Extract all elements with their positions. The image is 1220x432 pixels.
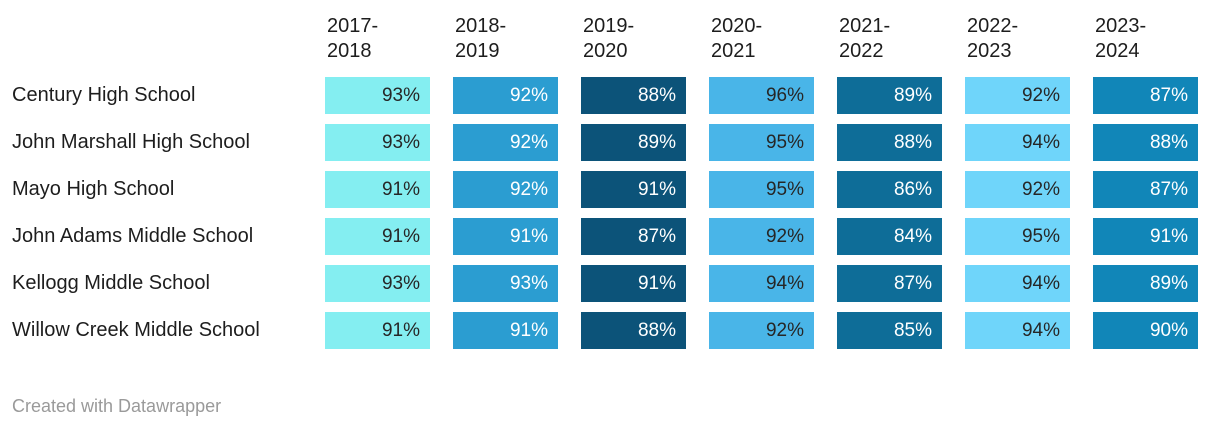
column-header: 2023- 2024 [1095, 15, 1147, 62]
heatmap-cell: 94% [965, 124, 1070, 161]
column-header: 2022- 2023 [967, 15, 1019, 62]
column-header: 2020- 2021 [711, 15, 763, 62]
heatmap-cell: 89% [837, 77, 942, 114]
heatmap-cell: 91% [453, 218, 558, 255]
column-header: 2018- 2019 [455, 15, 507, 62]
heatmap-cell: 91% [581, 171, 686, 208]
column-header: 2017- 2018 [327, 15, 379, 62]
heatmap-cell: 91% [325, 312, 430, 349]
heatmap-cell: 84% [837, 218, 942, 255]
heatmap-cell: 87% [1093, 171, 1198, 208]
heatmap-cell: 88% [1093, 124, 1198, 161]
heatmap-cell: 92% [709, 218, 814, 255]
heatmap-cell: 94% [709, 265, 814, 302]
row-label: John Marshall High School [12, 131, 250, 153]
heatmap-cell: 92% [453, 77, 558, 114]
heatmap-cell: 92% [709, 312, 814, 349]
heatmap-cell: 91% [325, 171, 430, 208]
heatmap-cell: 93% [325, 265, 430, 302]
column-header: 2019- 2020 [583, 15, 635, 62]
heatmap-cell: 91% [453, 312, 558, 349]
heatmap-cell: 92% [453, 171, 558, 208]
heatmap-cell: 91% [581, 265, 686, 302]
heatmap-cell: 94% [965, 265, 1070, 302]
heatmap-cell: 95% [965, 218, 1070, 255]
heatmap-cell: 87% [1093, 77, 1198, 114]
datawrapper-credit-link[interactable]: Created with Datawrapper [12, 396, 222, 416]
heatmap-cell: 95% [709, 124, 814, 161]
heatmap-cell: 93% [325, 124, 430, 161]
heatmap-cell: 90% [1093, 312, 1198, 349]
heatmap-cell: 94% [965, 312, 1070, 349]
heatmap-cell: 91% [1093, 218, 1198, 255]
heatmap-cell: 86% [837, 171, 942, 208]
corner-spacer [12, 0, 325, 77]
heatmap-cell: 91% [325, 218, 430, 255]
heatmap-cell: 95% [709, 171, 814, 208]
row-label: Kellogg Middle School [12, 272, 210, 294]
heatmap-cell: 89% [1093, 265, 1198, 302]
row-label: Willow Creek Middle School [12, 319, 260, 341]
row-label: John Adams Middle School [12, 225, 254, 247]
row-label: Mayo High School [12, 178, 175, 200]
heatmap-cell: 88% [837, 124, 942, 161]
heatmap-cell: 96% [709, 77, 814, 114]
heatmap-cell: 88% [581, 77, 686, 114]
heatmap-cell: 87% [837, 265, 942, 302]
heatmap-cell: 87% [581, 218, 686, 255]
heatmap-cell: 92% [965, 171, 1070, 208]
row-label: Century High School [12, 84, 196, 106]
heatmap-cell: 93% [453, 265, 558, 302]
column-header: 2021- 2022 [839, 15, 891, 62]
heatmap-cell: 89% [581, 124, 686, 161]
heatmap-cell: 92% [965, 77, 1070, 114]
heatmap-cell: 85% [837, 312, 942, 349]
heatmap-cell: 93% [325, 77, 430, 114]
heatmap-grid: 2017- 2018 2018- 2019 2019- 2020 2020- 2… [12, 0, 1220, 359]
heatmap-cell: 92% [453, 124, 558, 161]
heatmap-cell: 88% [581, 312, 686, 349]
